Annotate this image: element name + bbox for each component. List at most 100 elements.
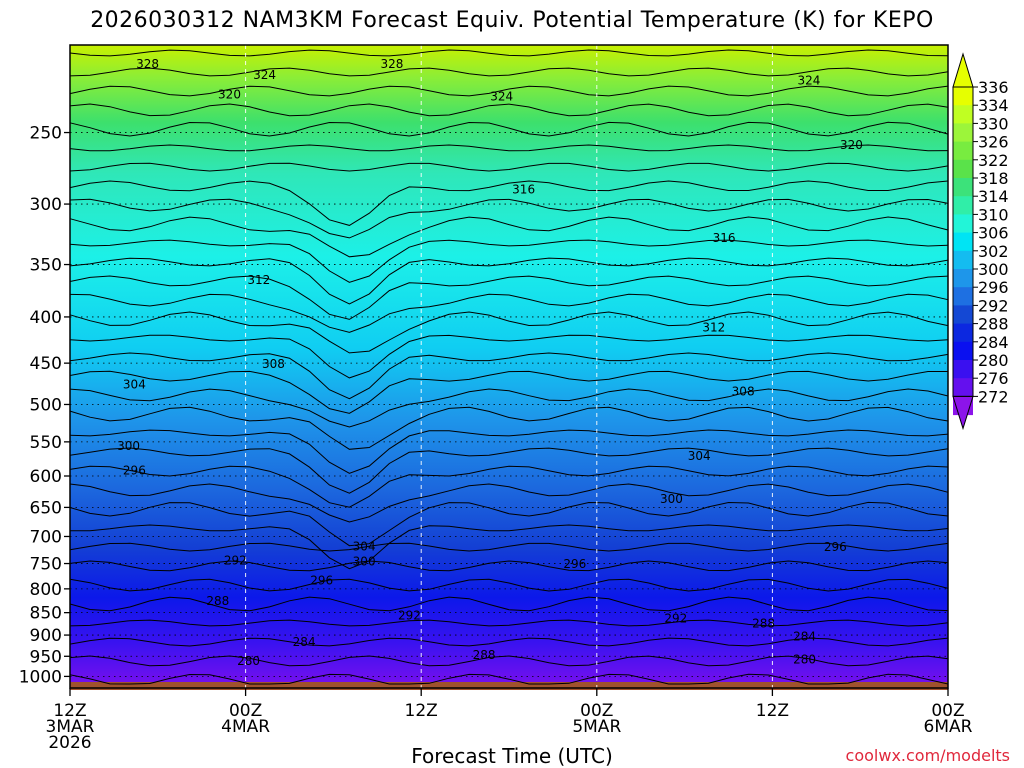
y-tick-label: 1000 [19, 667, 62, 687]
contour-label: 328 [380, 57, 403, 71]
x-tick-label: 2026 [48, 733, 91, 753]
colorbar-swatch [953, 250, 973, 270]
y-tick-label: 250 [30, 124, 62, 144]
contour-label: 300 [117, 439, 140, 453]
contour-line [69, 447, 949, 494]
contour-line [69, 655, 949, 667]
x-tick-label: 00Z [580, 701, 613, 721]
colorbar-label: 292 [978, 296, 1009, 315]
x-tick-label: 5MAR [572, 717, 621, 737]
contour-label: 296 [310, 573, 333, 587]
contour-line [69, 144, 949, 152]
x-axis-label: Forecast Time (UTC) [411, 744, 613, 768]
contour-line [69, 465, 949, 508]
contour-line [70, 524, 949, 570]
contour-line [69, 578, 949, 592]
contour-label: 292 [224, 553, 247, 567]
contour-line [69, 542, 949, 552]
colorbar-label: 334 [978, 96, 1009, 115]
contour-line [69, 352, 949, 400]
theta-e-field [70, 45, 948, 690]
contour-line [69, 406, 949, 450]
contour-line [69, 501, 949, 547]
contour-line [69, 429, 949, 474]
contour-label: 320 [218, 88, 241, 102]
contour-line [69, 257, 949, 305]
contour-lines [69, 49, 949, 685]
contour-label: 316 [512, 182, 535, 196]
ground-surface [70, 682, 948, 690]
plot-frame [69, 44, 949, 689]
contour-label: 284 [293, 635, 316, 649]
y-tick-label: 300 [30, 195, 62, 215]
contour-label: 288 [206, 594, 229, 608]
contour-labels: 328 328 324 324 324 320 320 316 316 312 312 308 308 3… [117, 57, 863, 668]
y-tick-label: 500 [30, 395, 62, 415]
contour-label: 284 [793, 629, 816, 643]
colorbar-swatch [953, 287, 973, 306]
contour-label: 324 [490, 89, 513, 103]
contour-label: 300 [353, 554, 376, 568]
contour-label: 288 [752, 617, 775, 631]
credit-link[interactable]: coolwx.com/modelts [845, 746, 1010, 765]
colorbar-label: 280 [978, 351, 1009, 370]
colorbar-swatch [953, 123, 973, 143]
contour-label: 320 [840, 138, 863, 152]
colorbar-swatch [953, 305, 973, 325]
colorbar-label: 326 [978, 133, 1009, 152]
contour-label: 328 [136, 57, 159, 71]
contour-line [69, 560, 949, 572]
contour-line [69, 637, 949, 647]
contour-label: 304 [353, 539, 376, 553]
y-tick-label: 550 [30, 433, 62, 453]
contour-label: 304 [123, 377, 146, 391]
y-tick-label: 850 [30, 604, 62, 624]
y-tick-label: 450 [30, 354, 62, 374]
colorbar-swatch [953, 269, 973, 288]
contour-line [69, 162, 949, 172]
contour-line [69, 293, 949, 333]
contour-line [69, 239, 949, 283]
field-fill [70, 45, 948, 688]
y-tick-label: 400 [30, 308, 62, 328]
contour-line [69, 103, 949, 117]
colorbar-swatch [953, 323, 973, 343]
x-tick-label: 3MAR [46, 717, 95, 737]
contour-label: 312 [247, 273, 270, 287]
contour-label: 296 [123, 464, 146, 478]
x-tick-label: 4MAR [221, 717, 270, 737]
colorbar-label: 310 [978, 205, 1009, 224]
axes: 2503003504004505005506006507007508008509… [19, 44, 973, 753]
contour-line [69, 85, 949, 97]
contour-label: 292 [398, 608, 421, 622]
contour-line [69, 388, 949, 428]
y-tick-label: 650 [30, 498, 62, 518]
contour-label: 308 [732, 385, 755, 399]
y-tick-label: 700 [30, 527, 62, 547]
contour-line [69, 619, 949, 627]
contour-line [69, 334, 949, 379]
contour-label: 324 [798, 74, 821, 88]
contour-line [69, 67, 949, 77]
x-tick-label: 12Z [53, 701, 86, 721]
colorbar-label: 296 [978, 278, 1009, 297]
colorbar-swatch [953, 105, 973, 124]
colorbar: 3363343303263223183143103063023002962922… [952, 52, 1009, 431]
contour-label: 304 [688, 449, 711, 463]
contour-label: 316 [713, 231, 736, 245]
contour-line [69, 673, 949, 685]
colorbar-label: 284 [978, 333, 1009, 352]
colorbar-frame [952, 86, 974, 397]
contour-line [69, 311, 949, 354]
colorbar-swatch [953, 378, 973, 397]
contour-label: 280 [237, 654, 260, 668]
colorbar-label: 306 [978, 224, 1009, 243]
colorbar-swatch [953, 360, 973, 379]
contour-line [69, 121, 949, 137]
colorbar-label: 322 [978, 151, 1009, 170]
colorbar-swatch [953, 159, 973, 179]
contour-label: 312 [702, 321, 725, 335]
y-tick-label: 900 [30, 626, 62, 646]
colorbar-swatch [953, 196, 973, 215]
